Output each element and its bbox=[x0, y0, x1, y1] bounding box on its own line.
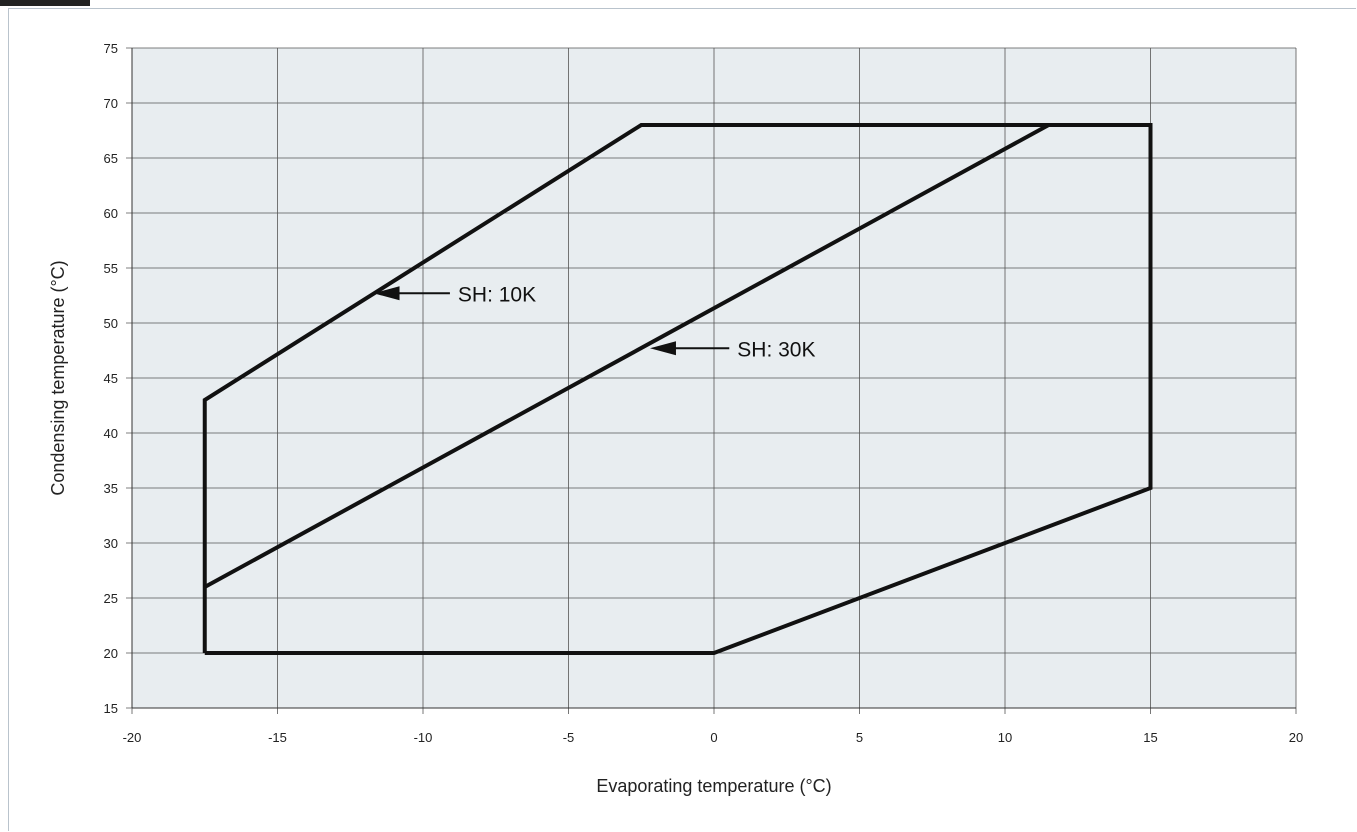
y-tick-labels: 15 20 25 30 35 40 45 50 55 60 65 70 75 bbox=[104, 41, 118, 716]
x-tick-label: -20 bbox=[123, 730, 142, 745]
x-tick-label: -15 bbox=[268, 730, 287, 745]
envelope-sh30k-line bbox=[203, 123, 1050, 589]
y-tick-label: 30 bbox=[104, 536, 118, 551]
x-tick-label: 10 bbox=[998, 730, 1012, 745]
y-tick-label: 50 bbox=[104, 316, 118, 331]
x-axis-label: Evaporating temperature (°C) bbox=[596, 776, 831, 796]
y-tick-label: 55 bbox=[104, 261, 118, 276]
y-tick-label: 40 bbox=[104, 426, 118, 441]
y-axis-label: Condensing temperature (°C) bbox=[48, 260, 68, 495]
y-tick-label: 35 bbox=[104, 481, 118, 496]
annotation-label: SH: 30K bbox=[737, 338, 815, 361]
y-tick-label: 20 bbox=[104, 646, 118, 661]
arrow-head-icon bbox=[649, 341, 676, 356]
x-tick-label: -10 bbox=[414, 730, 433, 745]
arrow-head-icon bbox=[373, 286, 400, 301]
x-tick-label: 5 bbox=[856, 730, 863, 745]
annotations: SH: 10K SH: 30K bbox=[373, 283, 815, 361]
axes bbox=[131, 48, 1296, 709]
envelope-sh10k-line bbox=[202, 123, 1153, 655]
y-tick-label: 15 bbox=[104, 701, 118, 716]
y-tick-label: 25 bbox=[104, 591, 118, 606]
annotation-label: SH: 10K bbox=[458, 283, 536, 306]
y-tick-label: 45 bbox=[104, 371, 118, 386]
y-tick-label: 60 bbox=[104, 206, 118, 221]
y-tick-label: 65 bbox=[104, 151, 118, 166]
x-tick-label: -5 bbox=[563, 730, 575, 745]
chart-frame bbox=[8, 8, 1356, 831]
y-tick-label: 75 bbox=[104, 41, 118, 56]
x-tick-label: 20 bbox=[1289, 730, 1303, 745]
header-fragment bbox=[0, 0, 90, 6]
x-tick-label: 0 bbox=[710, 730, 717, 745]
x-tick-label: 15 bbox=[1143, 730, 1157, 745]
y-tick-label: 70 bbox=[104, 96, 118, 111]
x-tick-labels: -20 -15 -10 -5 0 5 10 15 20 bbox=[123, 730, 1304, 745]
series-lines bbox=[202, 123, 1153, 655]
